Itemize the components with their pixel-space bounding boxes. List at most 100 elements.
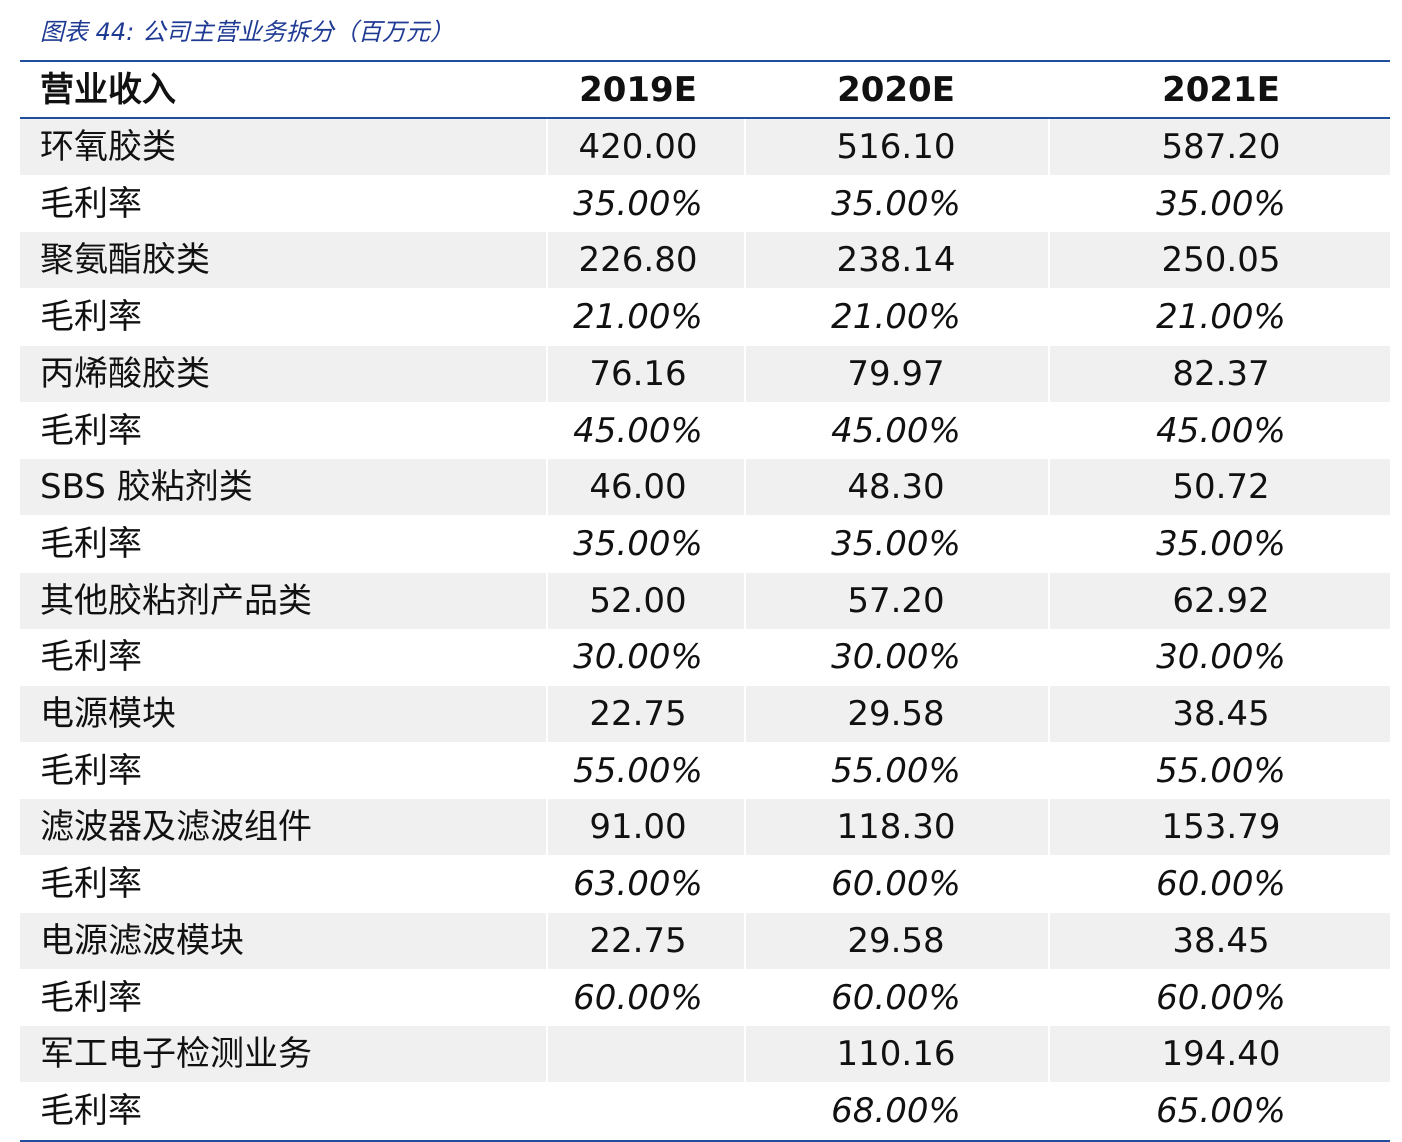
row-shade [20, 232, 546, 289]
cell: 60.00% [831, 977, 961, 1018]
cell: 82.37 [1172, 353, 1270, 394]
row-shade [746, 345, 1048, 402]
row-shade [548, 1026, 744, 1083]
cell: 48.30 [847, 467, 945, 508]
table-row: 毛利率 35.00% 35.00% 35.00% [20, 516, 1390, 572]
table-row: 军工电子检测业务 110.16 194.40 [20, 1026, 1390, 1083]
cell: 153.79 [1161, 807, 1281, 848]
cell: 21.00% [1156, 297, 1286, 338]
cell: 22.75 [589, 694, 687, 734]
row-shade [1050, 345, 1390, 402]
cell: 45.00% [831, 410, 961, 451]
table-row: 电源滤波模块 22.75 29.58 38.45 [20, 912, 1390, 969]
row-shade [746, 686, 1048, 742]
cell: 55.00% [831, 750, 961, 791]
cell: 60.00% [573, 977, 703, 1018]
cell: 35.00% [1156, 523, 1286, 564]
row-shade [548, 572, 744, 629]
row-label: 丙烯酸胶类 [40, 353, 210, 394]
row-label: 毛利率 [40, 523, 142, 564]
row-shade [20, 686, 546, 742]
row-shade [1050, 799, 1390, 856]
cell: 63.00% [573, 864, 703, 905]
cell: 35.00% [1156, 183, 1286, 224]
row-shade [548, 345, 744, 402]
row-shade [20, 799, 546, 856]
cell: 55.00% [1156, 750, 1286, 791]
cell: 30.00% [831, 637, 961, 678]
row-shade [20, 572, 546, 629]
cell: 110.16 [836, 1034, 956, 1075]
bottom-rule [20, 1139, 1390, 1142]
cell: 50.72 [1172, 467, 1270, 508]
cell: 35.00% [831, 183, 961, 224]
cell: 91.00 [589, 807, 687, 848]
cell: 118.30 [836, 807, 956, 848]
cell: 52.00 [589, 580, 687, 621]
row-label: 毛利率 [40, 637, 142, 678]
table-row: 聚氨酯胶类 226.80 238.14 250.05 [20, 232, 1390, 289]
row-label: 毛利率 [40, 183, 142, 224]
table-row: 毛利率 60.00% 60.00% 60.00% [20, 970, 1390, 1026]
cell: 68.00% [831, 1090, 961, 1131]
row-shade [1050, 119, 1390, 175]
row-shade [548, 912, 744, 969]
row-shade [20, 119, 546, 175]
row-shade [20, 345, 546, 402]
cell: 46.00 [589, 467, 687, 508]
cell: 226.80 [578, 240, 698, 281]
row-shade [1050, 1026, 1390, 1083]
cell: 38.45 [1172, 694, 1270, 734]
cell: 35.00% [831, 523, 961, 564]
cell: 62.92 [1172, 580, 1270, 621]
table-row: 电源模块 22.75 29.58 38.45 [20, 686, 1390, 742]
cell: 38.45 [1172, 920, 1270, 961]
row-shade [1050, 572, 1390, 629]
title: 图表 44: 公司主营业务拆分（百万元） [40, 18, 454, 46]
table-row: SBS 胶粘剂类 46.00 48.30 50.72 [20, 459, 1390, 516]
row-label: 电源滤波模块 [40, 920, 244, 961]
cell: 45.00% [1156, 410, 1286, 451]
cell: 420.00 [578, 127, 698, 167]
row-shade [548, 459, 744, 516]
cell: 238.14 [836, 240, 956, 281]
cell: 29.58 [847, 920, 945, 961]
row-shade [548, 799, 744, 856]
row-label: 毛利率 [40, 1090, 142, 1131]
top-rule [20, 60, 1390, 62]
table-row: 滤波器及滤波组件 91.00 118.30 153.79 [20, 799, 1390, 856]
column-header: 2021E [1162, 70, 1280, 110]
table-row: 其他胶粘剂产品类 52.00 57.20 62.92 [20, 572, 1390, 629]
row-label: 滤波器及滤波组件 [40, 807, 312, 848]
row-shade [20, 1026, 546, 1083]
table-row: 毛利率 21.00% 21.00% 21.00% [20, 289, 1390, 345]
table-row: 毛利率 63.00% 60.00% 60.00% [20, 856, 1390, 912]
cell: 30.00% [573, 637, 703, 678]
row-label: 其他胶粘剂产品类 [40, 580, 312, 621]
row-shade [746, 912, 1048, 969]
table-row: 毛利率 68.00% 65.00% [20, 1083, 1390, 1139]
cell: 57.20 [847, 580, 945, 621]
cell: 60.00% [1156, 977, 1286, 1018]
row-shade [1050, 232, 1390, 289]
cell: 250.05 [1161, 240, 1281, 281]
table-row: 毛利率 45.00% 45.00% 45.00% [20, 403, 1390, 459]
row-shade [746, 119, 1048, 175]
row-label: 毛利率 [40, 864, 142, 905]
cell: 35.00% [573, 523, 703, 564]
cell: 76.16 [589, 353, 687, 394]
cell: 55.00% [573, 750, 703, 791]
row-shade [746, 1026, 1048, 1083]
table-row: 毛利率 55.00% 55.00% 55.00% [20, 743, 1390, 799]
row-shade [20, 912, 546, 969]
cell: 22.75 [589, 920, 687, 961]
cell: 65.00% [1156, 1090, 1286, 1131]
row-shade [1050, 912, 1390, 969]
cell: 79.97 [847, 353, 945, 394]
row-label: 毛利率 [40, 750, 142, 791]
cell: 60.00% [1156, 864, 1286, 905]
cell: 516.10 [836, 127, 956, 167]
row-label: 毛利率 [40, 297, 142, 338]
row-shade [548, 119, 744, 175]
